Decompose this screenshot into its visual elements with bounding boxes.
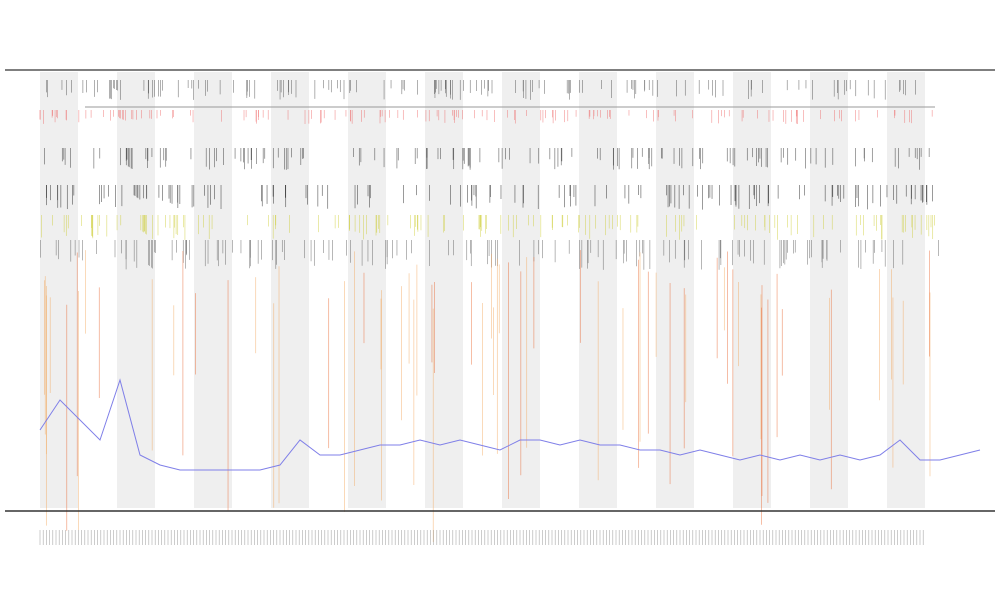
band — [194, 72, 232, 508]
band — [271, 72, 309, 508]
trace-line — [39, 378, 981, 471]
track-marks — [39, 80, 939, 542]
x-label-strip — [39, 530, 924, 545]
band — [656, 72, 694, 508]
band — [810, 72, 848, 508]
band — [733, 72, 771, 508]
band — [425, 72, 463, 508]
band — [887, 72, 925, 508]
band — [40, 72, 78, 508]
band — [117, 72, 155, 508]
band — [348, 72, 386, 508]
